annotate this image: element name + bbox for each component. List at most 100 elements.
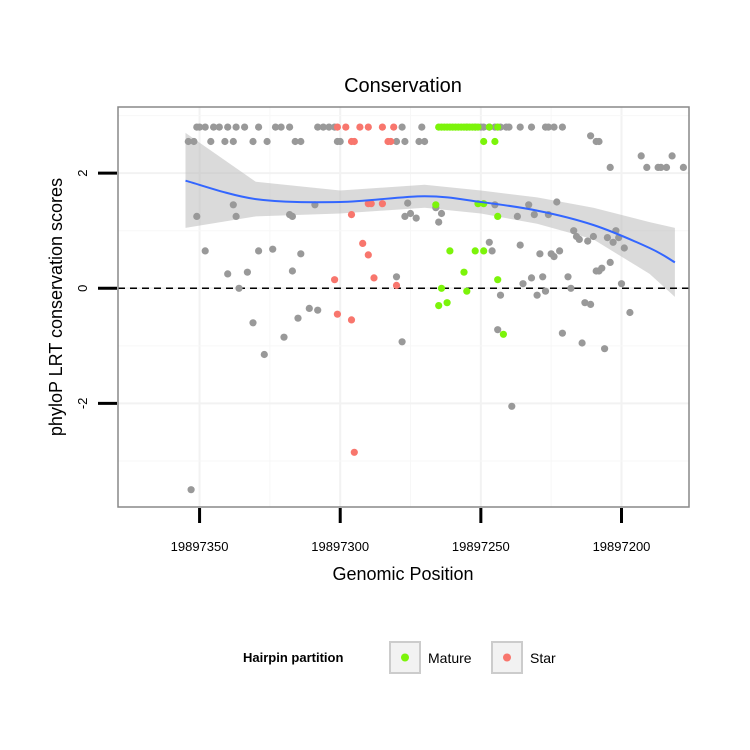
point-other [657, 163, 665, 171]
point-mature [485, 123, 493, 131]
point-star [392, 281, 401, 289]
point-other [412, 214, 420, 222]
point-star [390, 123, 398, 131]
chart-title: Conservation [344, 75, 462, 97]
point-other [637, 152, 645, 160]
point-mature [480, 137, 488, 146]
point-other [288, 212, 296, 220]
point-other [201, 123, 209, 131]
point-other [505, 123, 513, 131]
point-other [207, 137, 215, 146]
point-other [255, 123, 263, 131]
point-other [496, 291, 505, 299]
point-other [392, 273, 401, 281]
point-other [584, 237, 592, 245]
point-other [539, 273, 547, 281]
point-other [297, 250, 305, 258]
legend-dot-mature [401, 653, 409, 662]
point-other [558, 329, 567, 337]
point-other [488, 247, 496, 255]
x-axis: 19897350 19897300 19897250 19897200 [171, 508, 651, 554]
point-mature [463, 287, 471, 295]
point-other [187, 486, 195, 494]
point-other [263, 137, 271, 146]
point-other [508, 402, 516, 410]
point-other [215, 123, 223, 131]
point-other [401, 212, 409, 220]
y-axis: 2 0 -2 [75, 170, 117, 410]
point-other [294, 314, 302, 322]
point-other [662, 163, 671, 171]
point-other [609, 238, 617, 246]
confidence-ribbon [185, 132, 675, 297]
point-other [314, 306, 322, 314]
point-mature [491, 137, 499, 146]
point-other [575, 235, 583, 243]
point-mature [446, 247, 454, 255]
point-other [668, 152, 676, 160]
point-other [193, 212, 201, 220]
point-other [485, 238, 493, 246]
point-other [550, 123, 558, 131]
point-other [567, 284, 575, 292]
point-other [404, 199, 412, 207]
point-other [269, 245, 277, 253]
point-star [364, 251, 372, 259]
point-other [229, 137, 237, 146]
point-other [398, 338, 406, 346]
point-other [401, 137, 409, 146]
point-other [221, 137, 229, 146]
point-other [241, 123, 249, 131]
point-other [516, 123, 524, 131]
point-other [196, 123, 204, 131]
point-other [516, 241, 524, 249]
plot-border [117, 106, 690, 508]
point-other [533, 291, 541, 299]
point-mature [437, 284, 446, 292]
point-other [589, 232, 598, 241]
y-tick-label: -2 [75, 398, 90, 410]
point-other [578, 339, 586, 347]
point-other [525, 201, 533, 209]
point-other [229, 201, 237, 209]
point-other [570, 227, 578, 235]
point-other [232, 123, 240, 131]
point-other [606, 163, 614, 171]
point-other [325, 123, 333, 131]
point-other [435, 218, 443, 226]
point-star [378, 123, 386, 131]
point-other [398, 123, 406, 131]
point-other [606, 258, 614, 266]
point-mature [474, 123, 482, 131]
point-other [550, 253, 558, 261]
point-other [581, 299, 589, 307]
point-mature [432, 201, 440, 209]
point-other [243, 268, 251, 276]
point-other [280, 333, 288, 341]
point-other [519, 280, 527, 288]
point-other [617, 280, 626, 288]
point-other [480, 123, 488, 131]
x-tick-label: 19897200 [593, 539, 651, 554]
point-star [367, 200, 375, 208]
legend-label-mature: Mature [428, 650, 472, 666]
point-other [184, 137, 192, 146]
point-star [359, 239, 367, 247]
y-axis-label: phyloP LRT conservation scores [46, 178, 66, 436]
point-mature [480, 247, 488, 255]
point-other [587, 132, 595, 140]
point-other [527, 274, 536, 282]
point-other [418, 123, 426, 131]
point-other [286, 123, 294, 131]
point-other [620, 244, 628, 252]
x-axis-label: Genomic Position [332, 564, 473, 584]
point-mature [471, 247, 479, 255]
y-tick-label: 0 [75, 285, 90, 292]
point-other [190, 137, 198, 146]
point-other [564, 273, 572, 281]
point-other [558, 123, 567, 131]
point-other [527, 123, 536, 131]
point-other [421, 137, 429, 146]
